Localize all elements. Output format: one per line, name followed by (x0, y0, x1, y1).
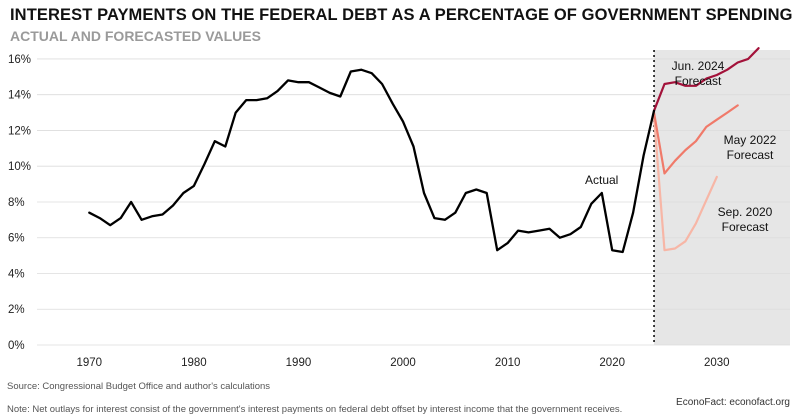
credit-label: EconoFact: econofact.org (676, 397, 790, 408)
y-tick-label: 2% (8, 304, 25, 316)
chart-title: INTEREST PAYMENTS ON THE FEDERAL DEBT AS… (10, 6, 793, 24)
y-tick-label: 16% (8, 54, 31, 66)
y-tick-label: 8% (8, 197, 25, 209)
y-tick-label: 6% (8, 233, 25, 245)
x-tick-label: 1990 (286, 357, 312, 369)
y-tick-label: 0% (8, 340, 25, 352)
x-tick-label: 2010 (495, 357, 521, 369)
annotation-sep2020: Sep. 2020 (718, 205, 773, 219)
footnote: Note: Net outlays for interest consist o… (7, 404, 623, 415)
x-tick-label: 1970 (76, 357, 102, 369)
x-tick-label: 2020 (599, 357, 625, 369)
source-note: Source: Congressional Budget Office and … (7, 381, 271, 392)
series-line-sep2020 (652, 115, 718, 252)
y-tick-label: 4% (8, 268, 25, 280)
x-tick-label: 1980 (181, 357, 207, 369)
chart-subtitle: ACTUAL AND FORECASTED VALUES (10, 28, 261, 44)
annotation-may2022: Forecast (727, 148, 774, 162)
annotation-sep2020: Forecast (722, 220, 769, 234)
y-tick-label: 14% (8, 90, 31, 102)
series-line-jun2024 (652, 47, 760, 112)
annotation-jun2024: Jun. 2024 (672, 59, 725, 73)
y-tick-label: 10% (8, 161, 31, 173)
annotation-actual: Actual (585, 173, 618, 187)
x-tick-label: 2000 (390, 357, 416, 369)
series-line-may2022 (652, 104, 739, 175)
series-line-actual (88, 68, 656, 254)
annotation-may2022: May 2022 (724, 133, 777, 147)
y-tick-label: 12% (8, 125, 31, 137)
annotation-jun2024: Forecast (675, 74, 722, 88)
forecast-region (654, 50, 790, 345)
x-tick-label: 2030 (704, 357, 730, 369)
